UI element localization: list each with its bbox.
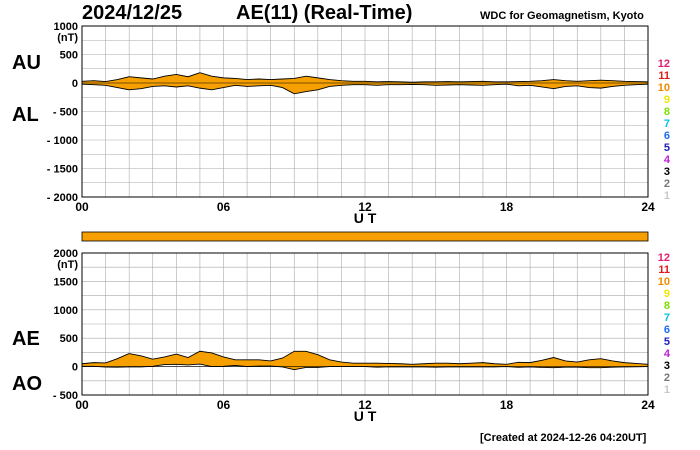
x-tick-label: 12 [358,200,372,214]
level-8-label: 8 [663,106,670,118]
level-7-label: 7 [663,118,670,130]
y-tick-label: - 2000 [47,192,78,204]
creation-timestamp: [Created at 2024-12-26 04:20UT] [480,432,647,444]
level-9-label: 9 [663,288,670,300]
level-2-label: 2 [663,178,670,190]
x-tick-label: 18 [500,398,514,412]
level-11-label: 11 [658,264,670,276]
activity-level-scale-top: 12 11 10 9 8 7 6 5 4 3 2 1 [650,58,670,202]
level-12-label: 12 [657,58,670,70]
y-tick-label: 2000 [54,248,78,260]
x-tick-label: 18 [500,200,514,214]
x-axis-label: U T [354,408,377,424]
level-6-label: 6 [663,324,670,336]
level-2-label: 2 [663,372,670,384]
y-tick-label: - 500 [53,390,78,402]
chart-date: 2024/12/25 [82,2,183,24]
level-3-label: 3 [663,166,670,178]
al-panel-label: AL [12,104,39,126]
level-3-label: 3 [663,360,670,372]
level-5-label: 5 [663,336,670,348]
y-unit-label: (nT) [57,259,78,271]
y-tick-label: - 1500 [47,164,78,176]
series-line-al [81,83,649,95]
plot-frame [81,252,649,396]
level-4-label: 4 [663,348,670,360]
x-tick-label: 06 [217,200,231,214]
chart-title: AE(11) (Real-Time) [236,2,413,24]
level-8-label: 8 [663,300,670,312]
x-tick-label: 24 [641,200,655,214]
level-9-label: 9 [663,94,670,106]
level-11-label: 11 [658,70,670,82]
plot-frame [81,25,649,198]
series-fill-ae-ao [82,351,648,370]
level-1-label: 1 [663,384,670,396]
level-1-label: 1 [663,190,670,202]
level-7-label: 7 [663,312,670,324]
y-tick-label: 500 [60,333,78,345]
ao-panel-label: AO [12,373,42,395]
level-4-label: 4 [663,154,670,166]
y-unit-label: (nT) [57,32,78,44]
series-line-ae [81,350,649,365]
level-5-label: 5 [663,142,670,154]
level-12-label: 12 [657,252,670,264]
au-panel-label: AU [12,52,41,74]
y-tick-label: 0 [72,362,78,374]
ae-panel-label: AE [12,328,40,350]
x-tick-label: 12 [358,398,372,412]
y-tick-label: - 1000 [47,135,78,147]
y-tick-label: 0 [72,78,78,90]
y-tick-label: 500 [60,50,78,62]
x-tick-label: 00 [75,200,89,214]
level-6-label: 6 [663,130,670,142]
x-tick-label: 06 [217,398,231,412]
y-tick-label: - 500 [53,107,78,119]
y-tick-label: 1500 [54,276,78,288]
x-tick-label: 24 [641,398,655,412]
series-line-au [81,72,649,83]
y-tick-label: 1000 [54,21,78,33]
level-10-label: 10 [657,276,670,288]
panel-separator-bar [81,231,649,242]
x-axis-label: U T [354,210,377,226]
y-tick-label: 1000 [54,305,78,317]
data-source-credit: WDC for Geomagnetism, Kyoto [480,10,644,22]
x-tick-label: 00 [75,398,89,412]
level-10-label: 10 [657,82,670,94]
activity-level-scale-bottom: 12 11 10 9 8 7 6 5 4 3 2 1 [650,252,670,396]
